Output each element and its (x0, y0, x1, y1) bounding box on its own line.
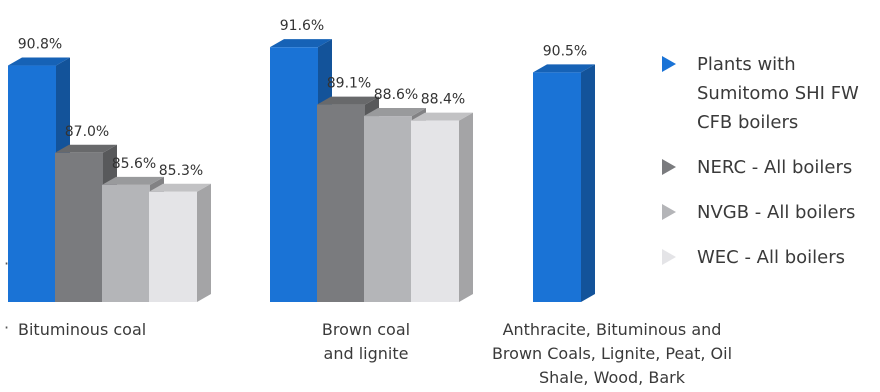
data-label: 90.5% (543, 43, 587, 59)
data-label: 91.6% (280, 18, 324, 34)
bar-top (149, 183, 211, 192)
bar-front (149, 191, 197, 302)
data-label: 90.8% (18, 37, 62, 53)
bar-front (8, 65, 56, 303)
legend-label: WEC - All boilers (697, 247, 846, 268)
axis-tick-mark: · (4, 254, 10, 273)
legend-label: NERC - All boilers (697, 157, 853, 178)
category-label-bituminous-coal: Bituminous coal (18, 320, 147, 339)
bar-1-3 (411, 112, 473, 302)
bar-top (8, 57, 70, 66)
legend-item-sumitomo: Plants with Sumitomo SHI FW CFB boilers (660, 50, 875, 137)
bar-front (270, 47, 318, 302)
bar-top (411, 112, 473, 121)
legend-label: NVGB - All boilers (697, 202, 856, 223)
legend-label: Plants with Sumitomo SHI FW CFB boilers (697, 54, 859, 133)
legend: Plants with Sumitomo SHI FW CFB boilers … (660, 50, 875, 288)
bar-front (411, 120, 459, 302)
legend-triangle-icon (662, 56, 676, 72)
category-label-brown-coal-lignite: Brown coal and lignite (321, 320, 411, 363)
data-label: 85.6% (112, 156, 156, 172)
bar-top (364, 108, 426, 117)
data-label: 89.1% (327, 76, 371, 92)
bar-top (533, 64, 595, 73)
bar-top (55, 144, 117, 153)
axis-tick-mark: · (4, 318, 10, 337)
bar-top (270, 39, 332, 48)
bar-side (581, 64, 595, 302)
bar-side (197, 183, 211, 302)
legend-item-nerc: NERC - All boilers (660, 153, 875, 182)
bar-front (533, 72, 581, 302)
legend-item-nvgb: NVGB - All boilers (660, 198, 875, 227)
bar-front (55, 152, 103, 302)
data-label: 87.0% (65, 124, 109, 140)
bar-front (364, 116, 412, 302)
data-label: 88.6% (374, 87, 418, 103)
legend-triangle-icon (662, 204, 676, 220)
bar-front (102, 184, 150, 302)
bar-top (317, 96, 379, 105)
legend-triangle-icon (662, 249, 676, 265)
bar-0-3 (149, 183, 211, 302)
bar-side (459, 112, 473, 302)
legend-item-wec: WEC - All boilers (660, 243, 875, 272)
data-label: 85.3% (159, 163, 203, 179)
bar-front (317, 104, 365, 302)
data-label: 88.4% (421, 92, 465, 108)
bar-2-0 (533, 64, 595, 302)
bar-top (102, 176, 164, 185)
category-label-anthracite-mix: Anthracite, Bituminous and Brown Coals, … (491, 320, 733, 387)
legend-triangle-icon (662, 159, 676, 175)
